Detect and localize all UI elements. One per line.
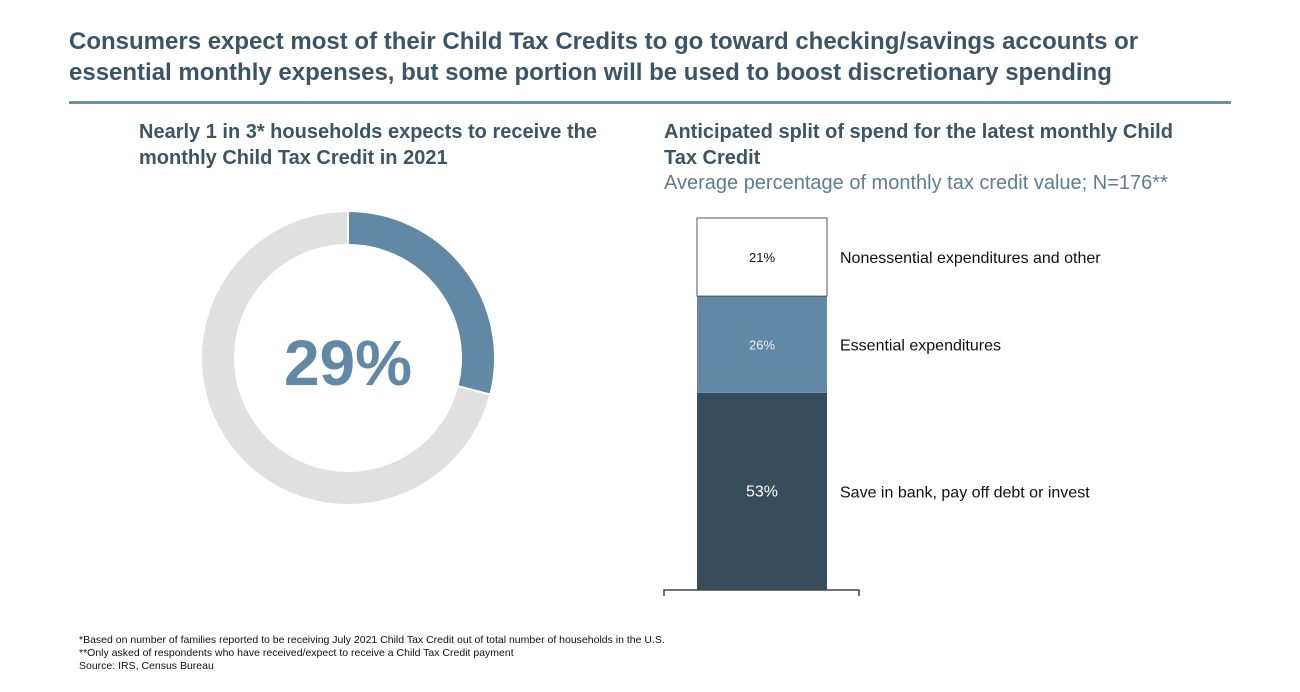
- donut-title: Nearly 1 in 3* households expects to rec…: [139, 121, 597, 169]
- slide-title: Consumers expect most of their Child Tax…: [69, 28, 1139, 86]
- bar-segment-2: [696, 217, 828, 297]
- bar-segment-0: [697, 392, 827, 590]
- source-note: Source: IRS, Census Bureau: [79, 660, 214, 672]
- footnote-2: **Only asked of respondents who have rec…: [79, 647, 514, 659]
- title-divider: [69, 101, 1231, 104]
- stacked-bar-chart: 53% Save in bank, pay off debt or invest 2…: [663, 217, 1101, 596]
- footnotes: *Based on number of families reported to…: [79, 634, 665, 673]
- bar-data-label: 21%: [749, 250, 775, 265]
- bar-data-label: 53%: [746, 483, 778, 500]
- bar-series-label: Essential expenditures: [840, 337, 1001, 354]
- donut-center-label: 29%: [284, 327, 412, 399]
- bar-series-label: Nonessential expenditures and other: [840, 250, 1101, 267]
- bar-subtitle: Average percentage of monthly tax credit…: [664, 172, 1168, 194]
- bar-title: Anticipated split of spend for the lates…: [664, 121, 1173, 169]
- donut-slice-1: [200, 209, 492, 506]
- bar-segment-1: [697, 296, 827, 393]
- footnote-1: *Based on number of families reported to…: [79, 634, 665, 646]
- bar-data-label: 26%: [749, 337, 775, 352]
- donut-chart: [200, 209, 496, 506]
- bar-series-label: Save in bank, pay off debt or invest: [840, 484, 1090, 501]
- x-axis: [663, 589, 860, 596]
